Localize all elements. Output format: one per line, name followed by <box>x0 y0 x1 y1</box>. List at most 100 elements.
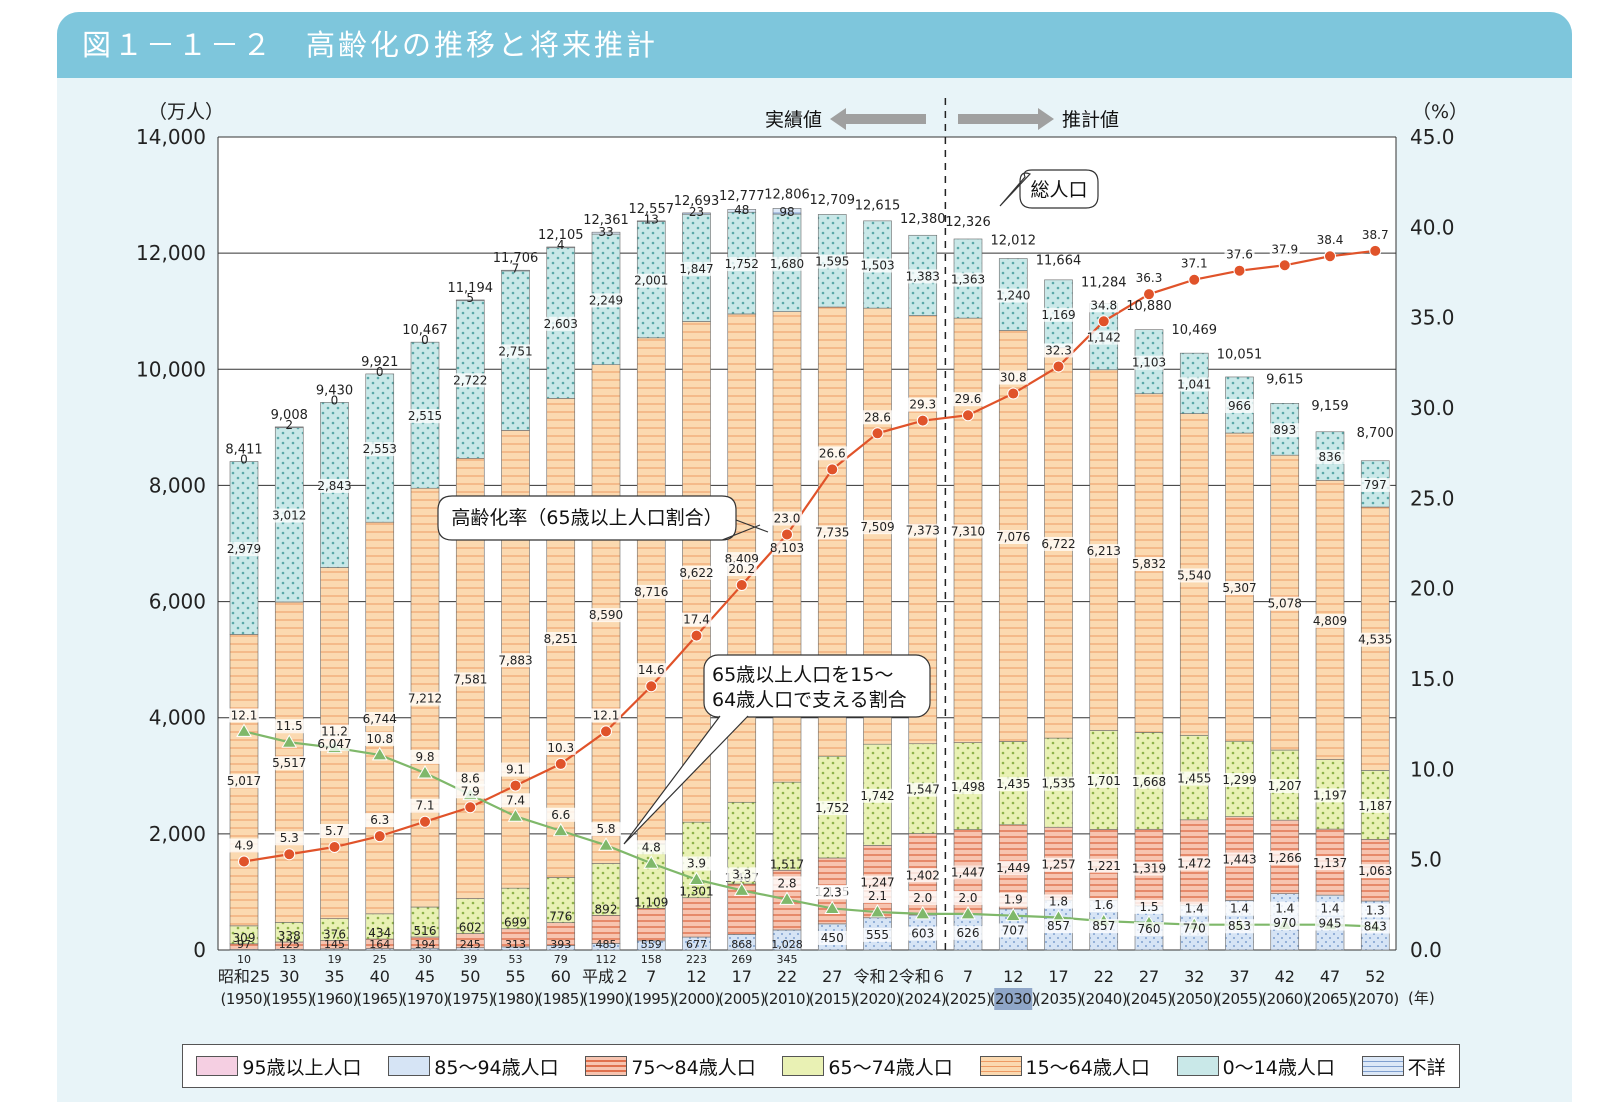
aging-rate-point <box>735 579 748 592</box>
y-tick-label: 2,000 <box>149 822 206 846</box>
bar-segment-75-84 <box>636 908 666 942</box>
y-tick-label: 0 <box>193 938 206 962</box>
x-tick-year: (2035) <box>1035 990 1082 1008</box>
data-label-bg <box>998 777 1029 792</box>
legend: 95歳以上人口 85〜94歳人口 75〜84歳人口 65〜74歳人口 15〜64… <box>182 1044 1460 1088</box>
support-ratio-label: 4.8 <box>642 840 661 854</box>
support-ratio-label: 11.5 <box>276 719 303 733</box>
x-tick-label: 12 <box>686 967 706 986</box>
support-ratio-label: 6.6 <box>551 808 570 822</box>
aging-rate-label: 7.9 <box>461 784 480 798</box>
segment-label: 5,307 <box>1222 581 1256 595</box>
legend-label: 95歳以上人口 <box>242 1056 362 1079</box>
data-label-bg <box>455 672 486 687</box>
segment-label: 8,622 <box>679 566 713 580</box>
data-label-bg <box>1088 773 1119 788</box>
support-ratio-label: 2.1 <box>868 889 887 903</box>
aging-rate-point <box>1188 273 1201 286</box>
chart-svg: 8,411 9,008 9,430 9,921 10,467 11,194 11,706 12… <box>136 98 1468 1010</box>
aging-rate-point <box>328 841 341 854</box>
segment-label-85-94: 112 <box>596 953 617 966</box>
support-ratio-point <box>417 764 433 779</box>
x-tick-label: 12 <box>1003 967 1023 986</box>
bar-segment-65-74 <box>636 843 666 909</box>
x-tick-year: (1990) <box>583 990 630 1008</box>
x-tick-label: 平成２ <box>582 967 630 986</box>
legend-item-85-94: 85〜94歳人口 <box>388 1053 559 1080</box>
line-label-bg <box>817 885 848 900</box>
support-ratio-label: 2.8 <box>777 876 796 890</box>
segment-label: 707 <box>1002 923 1025 937</box>
line-label-bg <box>1088 298 1119 313</box>
support-ratio-point <box>1005 907 1022 922</box>
segment-label: 893 <box>1273 423 1296 437</box>
y2-tick-label: 0.0 <box>1410 938 1442 962</box>
segment-label-85-94: 10 <box>237 953 251 966</box>
segment-label-75-84: 194 <box>415 938 436 951</box>
legend-swatch <box>196 1056 239 1076</box>
segment-label-65-74: 516 <box>414 924 437 938</box>
x-tick-label: 27 <box>1139 967 1159 986</box>
data-label-bg <box>1043 536 1074 551</box>
line-label-bg <box>726 562 757 577</box>
segment-label-unknown: 48 <box>734 203 749 217</box>
support-ratio-callout <box>703 654 931 718</box>
segment-label: 3,012 <box>272 509 306 523</box>
segment-label: 555 <box>866 928 889 942</box>
support-ratio-label: 8.6 <box>461 772 480 786</box>
x-tick-year: (2030) <box>990 990 1037 1008</box>
bar-segment-75-84 <box>591 915 621 944</box>
segment-label: 7,883 <box>498 653 532 667</box>
line-label-bg <box>1269 242 1300 257</box>
segment-label: 1,435 <box>996 777 1030 791</box>
segment-label-unknown: 2 <box>285 418 293 432</box>
data-label-bg <box>1088 330 1119 345</box>
line-label-bg <box>1043 343 1074 358</box>
segment-label-85-94: 25 <box>373 953 387 966</box>
aging-rate-point <box>1007 387 1020 400</box>
y-tick-label: 6,000 <box>149 590 206 614</box>
segment-label: 1,535 <box>1041 777 1075 791</box>
total-label: 12,693 <box>674 194 720 209</box>
data-label-bg <box>907 269 938 284</box>
segment-label: 2,553 <box>363 442 397 456</box>
aging-rate-point <box>1052 360 1065 373</box>
aging-rate-label: 9.1 <box>506 763 525 777</box>
data-label-bg <box>1134 921 1164 936</box>
data-label-bg <box>636 273 667 288</box>
line-label-bg <box>907 397 938 412</box>
data-label-bg <box>229 542 259 557</box>
segment-label-75-84: 97 <box>237 938 251 951</box>
x-tick-year: (1975) <box>447 990 494 1008</box>
legend-label: 75〜84歳人口 <box>631 1056 756 1079</box>
data-label-bg <box>907 523 938 538</box>
data-label-bg <box>953 780 983 795</box>
right-arrow-icon <box>958 108 1054 130</box>
total-label: 11,664 <box>1036 254 1082 269</box>
data-label-bg <box>1134 774 1164 789</box>
data-label-bg <box>907 926 938 941</box>
segment-label-65-74: 434 <box>368 926 391 940</box>
segment-label: 1,257 <box>1041 858 1075 872</box>
segment-label: 5,832 <box>1132 557 1166 571</box>
segment-label: 1,547 <box>906 783 940 797</box>
segment-label-unknown: 98 <box>779 205 794 219</box>
aging-rate-label: 29.6 <box>955 392 982 406</box>
legend-item-65-74: 65〜74歳人口 <box>782 1053 953 1080</box>
line-label-bg <box>229 838 259 853</box>
segment-label: 1,103 <box>1132 356 1166 370</box>
data-label-bg <box>1315 788 1345 803</box>
data-label-bg <box>1360 798 1391 813</box>
aging-rate-pointer <box>735 519 769 533</box>
x-tick-year: (2040) <box>1080 990 1127 1008</box>
aging-rate-label: 34.8 <box>1090 298 1117 312</box>
data-label-bg <box>1134 557 1164 572</box>
aging-rate-label: 38.4 <box>1317 233 1344 247</box>
aging-rate-label: 23.0 <box>774 511 801 525</box>
data-label-bg <box>953 925 983 940</box>
legend-item-unknown: 不詳 <box>1361 1053 1446 1080</box>
data-label-bg <box>1360 632 1391 647</box>
data-label-bg <box>953 524 983 539</box>
support-ratio-point <box>733 882 750 896</box>
aging-rate-label: 28.6 <box>864 410 891 424</box>
